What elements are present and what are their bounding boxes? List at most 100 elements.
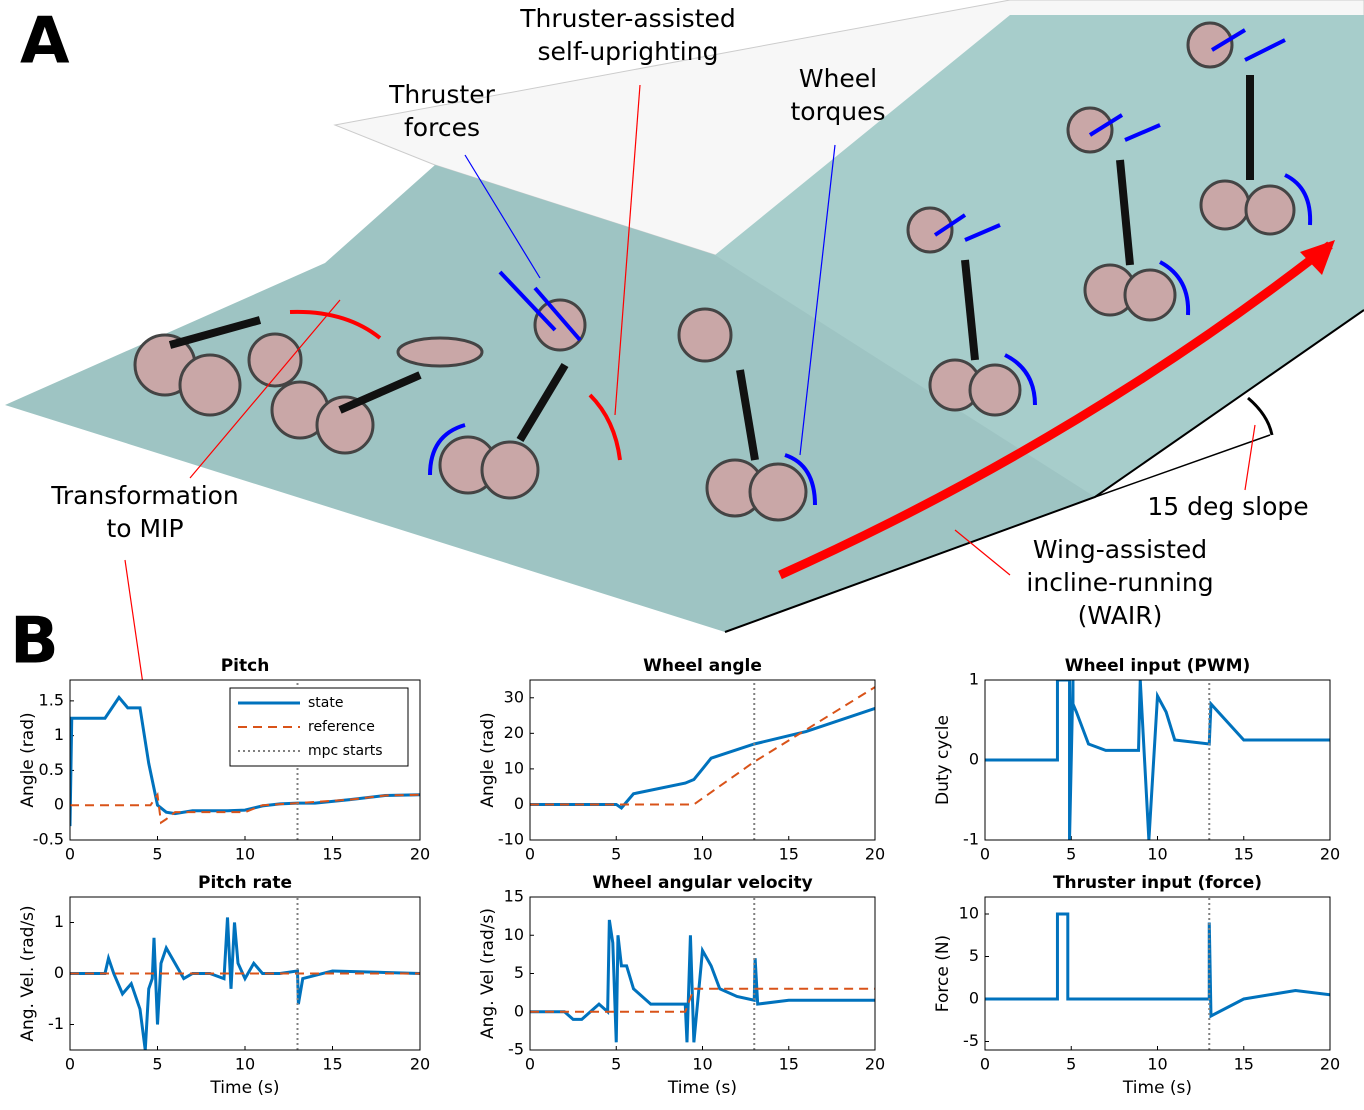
panel-a-illustration — [5, 0, 1364, 699]
annotation: torques — [790, 97, 885, 126]
y-axis-label: Ang. Vel (rad/s) — [478, 908, 498, 1039]
series-line — [70, 792, 420, 825]
x-axis-label: Time (s) — [1122, 1078, 1192, 1098]
x-tick-label: 20 — [410, 845, 430, 864]
wair-arrow — [778, 241, 1333, 580]
legend-label: mpc starts — [308, 743, 383, 759]
y-tick-label: 10 — [504, 758, 524, 777]
chart-title: Thruster input (force) — [1053, 873, 1262, 893]
x-tick-label: 5 — [611, 845, 621, 864]
annotation: forces — [404, 113, 480, 142]
axes-frame — [529, 679, 876, 841]
panel-label: A — [20, 5, 70, 79]
annotation: to MIP — [106, 514, 183, 543]
plot-area — [530, 897, 875, 1050]
chart-title: Wheel angular velocity — [592, 873, 812, 893]
x-tick-label: 0 — [980, 1055, 990, 1074]
robots — [133, 21, 1296, 522]
leader-lines — [124, 84, 1256, 699]
slope-ref — [1094, 434, 1271, 498]
chart-title: Pitch rate — [198, 873, 292, 893]
upright-arrow — [588, 393, 622, 461]
x-tick-label: 15 — [1234, 845, 1254, 864]
blue-arrows — [428, 28, 1313, 506]
plot-area — [985, 897, 1330, 1050]
x-tick-label: 10 — [692, 1055, 712, 1074]
y-tick-label: 0 — [514, 794, 524, 813]
y-tick-label: 0 — [969, 989, 979, 1008]
floor — [5, 165, 1095, 632]
x-tick-label: 10 — [692, 845, 712, 864]
x-tick-label: 5 — [1066, 845, 1076, 864]
y-tick-label: 15 — [504, 887, 524, 906]
x-tick-label: 20 — [1320, 845, 1340, 864]
x-tick-label: 15 — [322, 845, 342, 864]
y-tick-label: 10 — [959, 904, 979, 923]
x-tick-label: 10 — [1147, 1055, 1167, 1074]
annotation: 15 deg slope — [1147, 492, 1308, 521]
annotation: self-uprighting — [538, 37, 719, 66]
x-tick-label: 10 — [235, 1055, 255, 1074]
y-tick-label: 0.5 — [39, 760, 64, 779]
annotation: incline-running — [1026, 568, 1213, 597]
y-tick-label: -0.5 — [33, 830, 64, 849]
y-tick-label: 0 — [514, 1001, 524, 1020]
x-tick-label: 15 — [322, 1055, 342, 1074]
annotation: (WAIR) — [1078, 601, 1163, 630]
series-line — [70, 917, 420, 1050]
x-tick-label: 5 — [152, 1055, 162, 1074]
y-tick-label: 5 — [969, 946, 979, 965]
y-tick-label: 1 — [969, 670, 979, 689]
annotation: Thruster — [388, 80, 495, 109]
y-tick-label: 5 — [514, 963, 524, 982]
series-line — [530, 686, 875, 806]
series-line — [985, 680, 1330, 840]
slope-arrow — [1247, 396, 1274, 436]
y-axis-label: Ang. Vel. (rad/s) — [18, 905, 38, 1041]
annotation: Wing-assisted — [1033, 535, 1207, 564]
y-tick-label: -5 — [963, 1031, 979, 1050]
x-tick-label: 10 — [235, 845, 255, 864]
x-tick-label: 5 — [1066, 1055, 1076, 1074]
x-tick-label: 15 — [779, 845, 799, 864]
chart-title: Pitch — [221, 656, 270, 676]
axes-frame — [984, 679, 1331, 841]
x-tick-label: 20 — [1320, 1055, 1340, 1074]
transform-arrow — [289, 309, 382, 340]
x-tick-label: 15 — [1234, 1055, 1254, 1074]
frames — [168, 75, 1254, 461]
x-tick-label: 10 — [1147, 845, 1167, 864]
series-line — [530, 919, 875, 1043]
series-line — [530, 707, 875, 811]
legend-label: reference — [308, 719, 375, 735]
y-tick-label: -10 — [498, 830, 524, 849]
x-tick-label: 0 — [65, 1055, 75, 1074]
series-line — [530, 987, 875, 1013]
axes-frame — [69, 679, 421, 841]
y-tick-label: 1 — [54, 725, 64, 744]
y-tick-label: 1 — [54, 912, 64, 931]
y-tick-label: -5 — [508, 1040, 524, 1059]
x-tick-label: 20 — [865, 1055, 885, 1074]
annotation: Transformation — [50, 481, 239, 510]
y-axis-label: Angle (rad) — [478, 712, 498, 807]
y-tick-label: 30 — [504, 687, 524, 706]
annotation: Wheel — [799, 64, 877, 93]
y-tick-label: 20 — [504, 723, 524, 742]
x-tick-label: 0 — [980, 845, 990, 864]
axes-frame — [984, 896, 1331, 1051]
x-tick-label: 0 — [65, 845, 75, 864]
x-tick-label: 5 — [611, 1055, 621, 1074]
panel-label: B — [10, 605, 59, 679]
legend-label: state — [308, 695, 343, 711]
x-tick-label: 15 — [779, 1055, 799, 1074]
y-axis-label: Duty cycle — [933, 715, 953, 805]
annotation: Thruster-assisted — [519, 4, 736, 33]
y-tick-label: 10 — [504, 925, 524, 944]
chart-title: Wheel input (PWM) — [1065, 656, 1251, 676]
x-tick-label: 20 — [865, 845, 885, 864]
x-tick-label: 0 — [525, 1055, 535, 1074]
y-tick-label: 0 — [54, 963, 64, 982]
x-tick-label: 0 — [525, 845, 535, 864]
